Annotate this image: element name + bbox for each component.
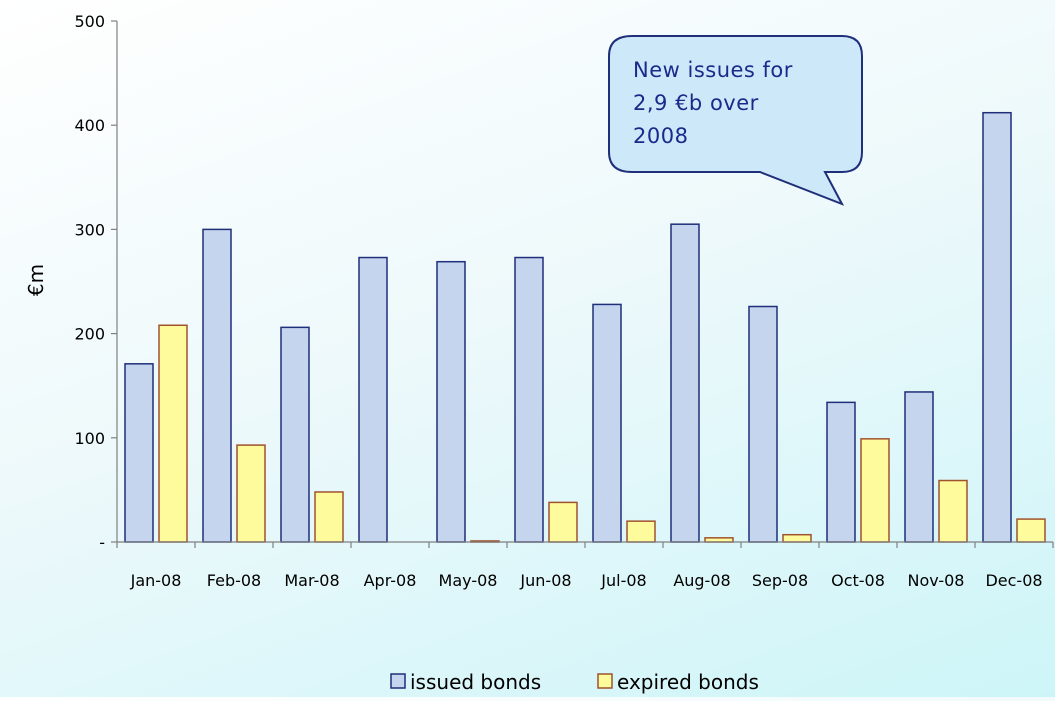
legend-item-issued: issued bonds — [390, 670, 541, 694]
y-tick-label: 200 — [74, 325, 105, 344]
bar-expired-sep-08 — [782, 533, 812, 543]
y-tick-label: 400 — [74, 116, 105, 135]
bar-issued-nov-08 — [904, 391, 934, 543]
bar-issued-mar-08 — [280, 326, 310, 543]
callout-line-3: 2008 — [633, 124, 688, 148]
legend-label-expired: expired bonds — [617, 670, 759, 694]
x-tick-label: Jun-08 — [519, 571, 571, 590]
x-tick-label: Feb-08 — [207, 571, 261, 590]
callout-line-2: 2,9 €b over — [633, 91, 759, 115]
bar-issued-may-08 — [436, 260, 466, 543]
bar-issued-jul-08 — [592, 303, 622, 543]
x-tick-label: Jan-08 — [130, 571, 182, 590]
bar-expired-nov-08 — [938, 479, 968, 543]
y-tick-label: 100 — [74, 429, 105, 448]
bar-issued-jan-08 — [124, 363, 154, 543]
bar-issued-feb-08 — [202, 228, 232, 543]
x-tick-label: Apr-08 — [364, 571, 417, 590]
x-tick-label: Aug-08 — [673, 571, 730, 590]
axes-layer — [111, 20, 1054, 548]
bar-expired-feb-08 — [236, 444, 266, 543]
legend-label-issued: issued bonds — [410, 670, 541, 694]
labels-layer: - 100 200 300 400 500 Jan-08 Feb-08 Mar-08 Apr-08… — [74, 12, 1042, 590]
x-tick-label: Mar-08 — [284, 571, 339, 590]
bar-issued-sep-08 — [748, 305, 778, 543]
callout-line-1: New issues for — [633, 58, 793, 82]
y-tick-label: - — [99, 533, 105, 552]
bar-issued-jun-08 — [514, 256, 544, 543]
legend-swatch-issued — [390, 673, 406, 689]
annotation-callout: New issues for 2,9 €b over 2008 — [608, 35, 863, 206]
bar-expired-dec-08 — [1016, 518, 1046, 543]
legend: issued bonds expired bonds — [390, 670, 759, 694]
y-axis-label: €m — [24, 264, 48, 296]
x-tick-label: Jul-08 — [600, 571, 646, 590]
bar-expired-aug-08 — [704, 537, 734, 543]
callout-bubble — [608, 35, 863, 206]
legend-swatch-expired — [597, 673, 613, 689]
bar-issued-aug-08 — [670, 223, 700, 543]
x-tick-label: Sep-08 — [752, 571, 808, 590]
legend-item-expired: expired bonds — [597, 670, 759, 694]
bar-expired-oct-08 — [860, 438, 890, 543]
bar-expired-mar-08 — [314, 491, 344, 543]
y-tick-label: 500 — [74, 12, 105, 31]
bar-expired-jul-08 — [626, 520, 656, 543]
x-tick-label: May-08 — [439, 571, 498, 590]
bars-layer — [124, 111, 1046, 543]
bar-issued-apr-08 — [358, 256, 388, 543]
x-tick-label: Dec-08 — [985, 571, 1042, 590]
bar-expired-jan-08 — [158, 324, 188, 543]
x-tick-label: Nov-08 — [908, 571, 965, 590]
bar-expired-jun-08 — [548, 501, 578, 543]
bar-issued-dec-08 — [982, 111, 1012, 543]
y-tick-label: 300 — [74, 220, 105, 239]
x-tick-label: Oct-08 — [831, 571, 885, 590]
bar-issued-oct-08 — [826, 401, 856, 543]
